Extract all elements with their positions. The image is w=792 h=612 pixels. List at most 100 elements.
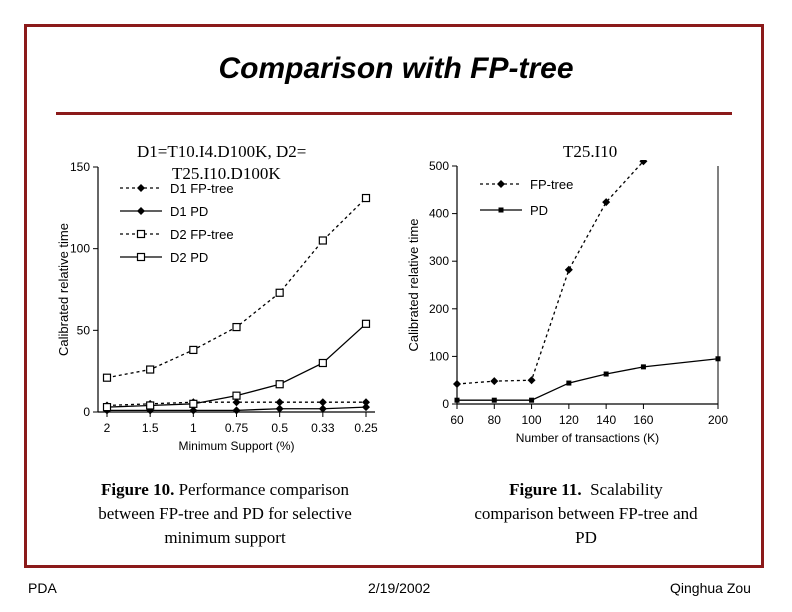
caption-right: Figure 11. Scalability comparison betwee… [436, 478, 736, 550]
left-data-point [318, 404, 327, 413]
left-data-point [275, 398, 284, 407]
left-xtick-label: 2 [104, 421, 111, 435]
left-xtick-label: 1 [190, 421, 197, 435]
left-data-point [146, 401, 155, 410]
left-xtick-label: 0.75 [225, 421, 249, 435]
right-xtick-label: 120 [559, 413, 579, 427]
left-ytick-label: 150 [70, 160, 90, 174]
caption-left: Figure 10. Performance comparison betwee… [60, 478, 390, 550]
right-data-point [453, 380, 461, 389]
left-legend-label: D2 FP-tree [170, 227, 234, 242]
right-ytick-label: 400 [429, 207, 449, 221]
right-data-point [640, 364, 646, 370]
caption-left-figure: Figure 10. [100, 480, 175, 499]
left-legend-marker [136, 252, 146, 262]
left-series-2 [102, 193, 371, 382]
left-xlabel: Minimum Support (%) [178, 439, 294, 453]
left-data-point [102, 373, 112, 382]
left-data-point [362, 398, 370, 407]
right-legend-label: PD [530, 203, 548, 218]
right-data-point [566, 380, 572, 386]
left-data-point [232, 398, 241, 407]
caption-right-figure: Figure 11. [509, 480, 582, 499]
footer-left: PDA [28, 580, 57, 596]
right-data-point [454, 397, 460, 403]
left-data-point [189, 345, 198, 355]
right-legend-marker [497, 180, 505, 188]
slide-frame [24, 24, 764, 568]
right-series-0 [453, 160, 648, 389]
slide-title: Comparison with FP-tree [218, 52, 574, 85]
right-xtick-label: 140 [596, 413, 616, 427]
right-data-point [715, 356, 721, 362]
right-legend-label: FP-tree [530, 177, 573, 192]
left-legend-label: D1 FP-tree [170, 181, 234, 196]
left-legend-marker [136, 229, 146, 239]
left-dataset-label-line1: D1=T10.I4.D100K, D2= [137, 142, 307, 161]
left-data-point [361, 319, 371, 328]
left-xtick-label: 0.25 [354, 421, 378, 435]
left-data-point [189, 399, 198, 408]
right-data-point [602, 198, 611, 207]
support-chart: 0 50 100 150 2 1.5 1 0.75 0.5 0.33 0.25 Minimum Sup… [56, 160, 378, 453]
right-ytick-label: 200 [429, 302, 449, 316]
right-data-point [564, 265, 573, 274]
left-data-point [318, 358, 327, 368]
left-xtick-label: 1.5 [142, 421, 159, 435]
caption-right-line3: PD [575, 528, 597, 547]
left-data-point [275, 380, 284, 389]
right-data-point [529, 397, 535, 403]
left-data-point [232, 322, 241, 332]
caption-right-line2: comparison between FP-tree and [474, 504, 698, 523]
right-xtick-label: 160 [633, 413, 653, 427]
left-data-point [318, 398, 327, 407]
left-data-point [232, 406, 241, 415]
caption-left-line3: minimum support [164, 528, 286, 547]
right-data-point [527, 376, 536, 385]
right-series-1 [454, 356, 721, 403]
left-data-point [275, 288, 284, 297]
left-legend-label: D1 PD [170, 204, 208, 219]
left-ytick-label: 50 [77, 323, 91, 337]
right-xtick-label: 100 [522, 413, 542, 427]
left-series-3 [102, 319, 371, 412]
right-ytick-label: 500 [429, 160, 449, 173]
left-ytick-label: 100 [70, 242, 90, 256]
right-dataset-label: T25.I10 [563, 142, 618, 161]
right-legend-marker [498, 207, 504, 213]
title-divider [56, 112, 732, 115]
scalability-chart: 0 100 200 300 400 500 60 80 100 120 140 160 200 Numbe… [406, 160, 728, 445]
left-dataset-label-line2: T25.I10.D100K [172, 164, 281, 183]
left-data-point [318, 236, 327, 245]
left-legend-marker [137, 184, 145, 192]
right-xlabel: Number of transactions (K) [516, 431, 659, 445]
right-series-line [456, 160, 644, 385]
caption-right-line1: Scalability [590, 480, 663, 499]
right-ytick-label: 300 [429, 254, 449, 268]
left-data-point [232, 391, 241, 400]
right-data-point [603, 371, 609, 377]
left-data-point [189, 406, 198, 415]
right-xtick-label: 60 [450, 413, 464, 427]
right-data-point [490, 377, 499, 386]
left-data-point [146, 365, 155, 374]
right-ytick-label: 100 [429, 349, 449, 363]
right-data-point [639, 160, 648, 166]
left-data-point [362, 403, 370, 412]
footer-center: 2/19/2002 [368, 580, 431, 596]
left-ytick-label: 0 [83, 405, 90, 419]
right-data-point [491, 397, 497, 403]
left-xtick-label: 0.33 [311, 421, 335, 435]
right-ylabel: Calibrated relative time [406, 219, 421, 352]
left-legend-marker [137, 207, 145, 215]
left-ylabel: Calibrated relative time [56, 223, 71, 356]
left-legend-label: D2 PD [170, 250, 208, 265]
left-series-line [106, 197, 367, 379]
left-xtick-label: 0.5 [271, 421, 288, 435]
right-xtick-label: 80 [488, 413, 502, 427]
left-data-point [102, 403, 112, 412]
caption-left-line1: Performance comparison [178, 480, 350, 499]
left-data-point [361, 193, 371, 203]
left-data-point [275, 404, 284, 413]
caption-left-line2: between FP-tree and PD for selective [98, 504, 352, 523]
